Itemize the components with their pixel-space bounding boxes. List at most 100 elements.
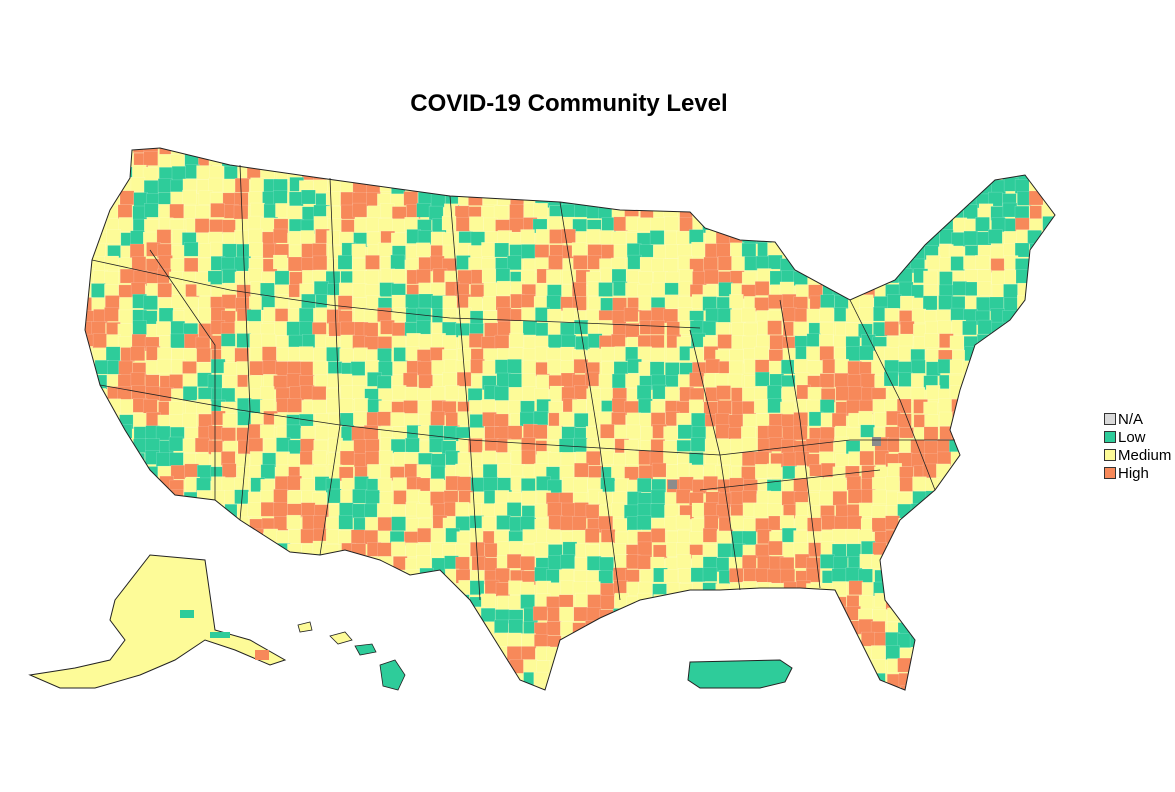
county-tile — [781, 644, 796, 660]
county-tile — [273, 375, 288, 390]
county-tile — [533, 463, 549, 478]
county-tile — [598, 622, 614, 637]
county-tile — [143, 399, 158, 414]
county-tile — [482, 687, 497, 690]
county-tile — [1053, 491, 1055, 506]
county-tile — [663, 148, 679, 155]
county-tile — [93, 542, 109, 557]
county-tile — [978, 632, 993, 647]
county-tile — [1067, 608, 1081, 622]
county-tile — [835, 386, 850, 401]
county-tile — [312, 399, 327, 414]
county-tile — [742, 451, 757, 466]
county-tile — [157, 178, 173, 193]
county-tile — [532, 606, 548, 621]
county-tile — [769, 633, 784, 649]
county-tile — [520, 516, 535, 531]
county-tile — [548, 191, 563, 206]
county-tile — [923, 270, 938, 286]
county-tile — [233, 620, 249, 635]
county-tile — [975, 531, 991, 546]
county-tile — [717, 400, 732, 415]
county-tile — [731, 256, 746, 271]
county-tile — [637, 541, 653, 557]
county-tile — [169, 684, 184, 690]
county-tile — [198, 531, 213, 546]
county-tile — [925, 490, 941, 506]
county-tile — [510, 320, 525, 336]
county-tile — [354, 398, 369, 413]
county-tile — [755, 698, 769, 712]
county-tile — [859, 345, 874, 361]
county-tile — [1041, 308, 1055, 323]
county-tile — [416, 202, 431, 218]
county-tile — [835, 193, 850, 208]
county-tile — [495, 582, 511, 597]
county-tile — [155, 425, 171, 441]
county-tile — [665, 243, 680, 259]
county-tile — [521, 490, 536, 505]
county-tile — [755, 148, 770, 153]
county-tile — [119, 492, 134, 507]
puerto-rico-shape — [687, 659, 793, 689]
county-tile — [403, 660, 418, 675]
county-tile — [652, 384, 667, 400]
county-tile — [1057, 152, 1071, 166]
county-tile — [276, 557, 292, 572]
county-tile — [690, 437, 706, 452]
county-tile — [341, 569, 356, 584]
county-tile — [378, 700, 392, 714]
county-tile — [665, 644, 680, 660]
county-tile — [560, 322, 575, 337]
county-tile — [390, 254, 405, 270]
county-tile — [845, 528, 861, 544]
county-tile — [703, 476, 718, 491]
county-tile — [976, 281, 992, 296]
county-tile — [990, 492, 1005, 507]
county-tile — [1040, 633, 1055, 649]
county-tile — [1001, 335, 1017, 350]
county-tile — [663, 426, 678, 441]
county-tile — [663, 308, 678, 324]
county-tile — [1057, 478, 1071, 492]
county-tile — [885, 566, 901, 582]
county-tile — [796, 661, 811, 677]
county-tile — [846, 232, 861, 248]
county-tile — [233, 204, 249, 220]
county-tile — [926, 255, 941, 270]
county-tile — [1068, 295, 1082, 309]
county-tile — [418, 333, 434, 349]
county-tile — [183, 491, 199, 507]
county-tile — [1004, 634, 1019, 649]
county-tile — [586, 451, 601, 466]
county-tile — [276, 671, 291, 687]
county-tile — [1054, 371, 1055, 387]
county-tile — [351, 426, 366, 441]
county-tile — [690, 648, 706, 663]
county-tile — [753, 399, 769, 414]
county-tile — [418, 148, 433, 154]
county-tile — [496, 515, 511, 530]
county-tile — [536, 699, 550, 713]
county-tile — [1040, 593, 1055, 609]
county-tile — [1027, 375, 1042, 390]
county-tile — [989, 581, 1005, 596]
county-tile — [689, 348, 704, 363]
county-tile — [442, 167, 458, 182]
county-tile — [587, 673, 602, 688]
county-tile — [325, 529, 341, 544]
county-tile — [1067, 322, 1081, 336]
county-tile — [586, 659, 601, 675]
county-tile — [494, 153, 509, 169]
county-tile — [794, 203, 809, 219]
county-tile — [156, 229, 172, 244]
county-tile — [938, 193, 953, 208]
county-tile — [156, 541, 171, 556]
county-tile — [703, 687, 718, 690]
county-tile — [249, 451, 265, 466]
county-tile — [456, 531, 471, 546]
county-tile — [365, 451, 380, 466]
county-tile — [352, 179, 368, 194]
county-tile — [405, 153, 420, 169]
county-tile — [705, 647, 720, 662]
